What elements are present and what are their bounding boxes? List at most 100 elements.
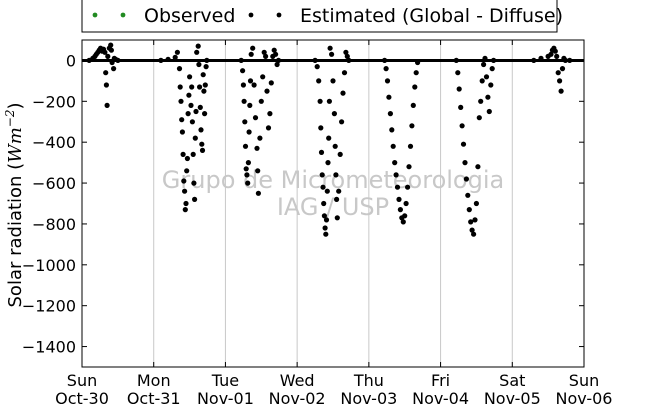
estimated-point: [402, 213, 408, 219]
estimated-point: [479, 78, 485, 84]
estimated-point: [341, 70, 348, 76]
x-tick-label-date: Oct-31: [127, 389, 181, 408]
estimated-point: [176, 66, 183, 72]
estimated-point: [405, 184, 411, 190]
estimated-point: [179, 129, 185, 135]
estimated-point: [165, 56, 171, 63]
watermark: Grupo de Micrometeorologia IAG / USP: [162, 166, 504, 221]
estimated-point: [473, 200, 479, 207]
estimated-point: [326, 98, 332, 104]
estimated-point: [332, 143, 338, 149]
estimated-point: [251, 82, 257, 88]
estimated-point: [247, 102, 253, 108]
estimated-point: [196, 61, 202, 68]
estimated-point: [327, 45, 333, 51]
y-axis-title-exponent: −2: [3, 110, 17, 128]
estimated-point: [177, 84, 183, 90]
estimated-point: [185, 111, 191, 117]
legend-label-estimated: Estimated (Global - Diffuse): [300, 5, 563, 27]
x-tick-label-day: Sun: [569, 371, 599, 390]
legend-estimated-marker: [276, 12, 282, 18]
estimated-point: [458, 104, 464, 110]
estimated-point: [181, 178, 187, 184]
estimated-point: [548, 51, 554, 57]
estimated-point: [271, 47, 277, 53]
x-tick-label-day: Fri: [431, 371, 450, 390]
legend: Observed Estimated (Global - Diffuse): [81, 0, 563, 33]
estimated-point: [244, 172, 250, 178]
estimated-point: [258, 98, 264, 104]
estimated-point: [197, 104, 203, 110]
legend-observed-marker: [120, 12, 126, 18]
estimated-point: [105, 53, 111, 60]
x-tick-label-date: Nov-01: [197, 389, 254, 408]
estimated-point: [201, 88, 207, 94]
estimated-point: [334, 215, 340, 221]
estimated-point: [555, 70, 561, 76]
estimated-point: [103, 82, 109, 88]
estimated-point: [326, 135, 332, 141]
estimated-point: [562, 57, 569, 64]
estimated-point: [466, 207, 472, 213]
estimated-point: [321, 213, 327, 219]
estimated-point: [183, 200, 189, 207]
plot-area: Grupo de Micrometeorologia IAG / USP: [81, 39, 585, 368]
estimated-point: [322, 225, 328, 231]
estimated-point: [179, 117, 185, 123]
estimated-point: [257, 135, 263, 141]
estimated-point: [267, 111, 273, 117]
estimated-point: [182, 207, 188, 213]
estimated-point: [468, 219, 474, 225]
estimated-point: [343, 49, 349, 55]
estimated-point: [193, 108, 199, 115]
estimated-point: [180, 151, 186, 157]
estimated-point: [481, 61, 487, 68]
estimated-point: [172, 54, 178, 61]
x-tick-label-day: Mon: [137, 371, 171, 390]
estimated-point: [318, 125, 324, 131]
estimated-point: [393, 172, 399, 178]
x-tick-label-day: Sat: [499, 371, 525, 390]
estimated-point: [192, 196, 198, 202]
estimated-point: [472, 217, 478, 223]
estimated-point: [324, 188, 330, 194]
x-tick-label-date: Nov-05: [484, 389, 541, 408]
plot-background: [82, 40, 584, 367]
estimated-point: [344, 53, 350, 60]
estimated-point: [195, 43, 201, 49]
estimated-point: [460, 141, 467, 147]
estimated-point: [462, 160, 468, 166]
estimated-point: [459, 123, 465, 129]
estimated-point: [243, 166, 249, 172]
estimated-point: [559, 66, 566, 72]
legend-observed-marker: [92, 12, 98, 18]
x-tick-label-day: Tue: [211, 371, 239, 390]
estimated-point: [102, 49, 108, 55]
estimated-point: [268, 80, 274, 86]
estimated-point: [394, 184, 401, 190]
estimated-point: [478, 98, 484, 104]
estimated-point: [465, 192, 471, 198]
estimated-point: [340, 90, 346, 96]
estimated-point: [109, 59, 115, 66]
estimated-point: [407, 143, 414, 149]
estimated-point: [567, 57, 573, 64]
estimated-point: [334, 196, 340, 202]
estimated-point: [557, 78, 563, 84]
estimated-point: [471, 231, 477, 237]
estimated-point: [316, 78, 322, 84]
estimated-point: [199, 147, 206, 153]
estimated-point: [486, 108, 492, 115]
estimated-point: [413, 70, 419, 76]
estimated-point: [202, 82, 208, 88]
estimated-point: [456, 86, 462, 92]
estimated-point: [115, 57, 121, 64]
estimated-point: [412, 84, 418, 90]
estimated-point: [323, 231, 329, 237]
estimated-point: [321, 200, 327, 207]
y-tick-label: −1000: [22, 256, 76, 275]
estimated-point: [491, 57, 497, 64]
x-tick-label-date: Nov-02: [269, 389, 326, 408]
estimated-point: [337, 151, 343, 157]
